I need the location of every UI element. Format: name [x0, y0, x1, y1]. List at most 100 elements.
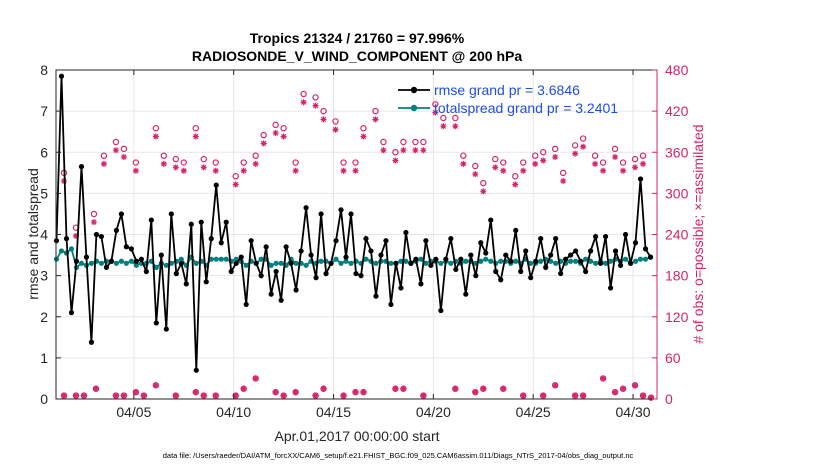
- obs-assimilated-marker: [320, 385, 327, 392]
- obs-assimilated-marker: [80, 392, 87, 399]
- rmse-point: [323, 270, 329, 277]
- rmse-point: [263, 244, 269, 250]
- obs-possible-marker: [599, 159, 607, 166]
- totalspread-point: [418, 256, 424, 262]
- obs-assimilated-marker: [560, 178, 567, 185]
- obs-possible-marker: [631, 155, 639, 163]
- rmse-point: [288, 260, 294, 266]
- totalspread-point: [338, 260, 344, 266]
- rmse-point: [463, 291, 469, 297]
- totalspread-point: [118, 258, 124, 264]
- obs-assimilated-marker: [140, 392, 147, 399]
- totalspread-point: [68, 246, 75, 252]
- totalspread-point: [593, 260, 599, 266]
- obs-assimilated-marker: [620, 385, 627, 392]
- obs-assimilated-marker: [160, 160, 167, 167]
- obs-possible-marker: [212, 159, 219, 166]
- rmse-point: [98, 233, 105, 240]
- totalspread-point: [223, 256, 229, 262]
- obs-possible-marker: [152, 125, 160, 132]
- y-left-tick-label: 0: [40, 391, 48, 407]
- obs-possible-marker: [400, 138, 407, 146]
- obs-assimilated-marker: [280, 133, 287, 140]
- rmse-point: [233, 260, 239, 266]
- y-right-tick-label: 420: [665, 103, 689, 119]
- rmse-point: [348, 211, 354, 217]
- obs-possible-marker: [571, 142, 579, 149]
- y-right-tick-label: 120: [665, 309, 689, 325]
- obs-assimilated-marker: [552, 154, 559, 161]
- totalspread-point: [483, 256, 489, 262]
- rmse-point: [353, 270, 359, 277]
- rmse-point: [168, 211, 174, 217]
- rmse-point: [188, 221, 194, 227]
- totalspread-point: [278, 260, 284, 266]
- obs-assimilated-marker: [112, 147, 119, 154]
- obs-assimilated-marker: [300, 99, 307, 106]
- obs-assimilated-marker: [592, 160, 599, 167]
- totalspread-point: [113, 260, 119, 266]
- obs-assimilated-marker: [312, 102, 319, 109]
- totalspread-point: [78, 260, 85, 266]
- rmse-point: [338, 207, 344, 213]
- rmse-point: [453, 266, 459, 273]
- x-tick-label: 04/10: [216, 404, 251, 420]
- obs-possible-marker: [240, 159, 247, 166]
- obs-possible-marker: [440, 114, 447, 122]
- rmse-point: [398, 285, 404, 291]
- rmse-point: [248, 238, 254, 244]
- rmse-point: [183, 281, 189, 287]
- obs-assimilated-marker: [480, 385, 487, 392]
- obs-assimilated-marker: [92, 385, 99, 392]
- obs-possible-marker: [272, 121, 279, 129]
- y-left-tick-label: 5: [40, 185, 48, 201]
- rmse-point: [358, 273, 364, 279]
- rmse-point: [308, 252, 314, 258]
- obs-possible-marker: [372, 107, 379, 115]
- footnote: data file: /Users/raeder/DAI/ATM_forcXX/…: [163, 451, 634, 460]
- obs-assimilated-marker: [272, 130, 279, 137]
- totalspread-point: [463, 258, 469, 264]
- rmse-point: [283, 244, 289, 250]
- x-tick-label: 04/25: [516, 404, 551, 420]
- obs-assimilated-marker: [240, 167, 247, 174]
- obs-assimilated-marker: [72, 392, 79, 399]
- rmse-point: [393, 260, 399, 266]
- rmse-point: [228, 268, 234, 275]
- rmse-point: [538, 236, 544, 242]
- legend: rmse grand pr = 3.6846 totalspread grand …: [398, 82, 618, 116]
- rmse-point: [218, 240, 224, 246]
- obs-possible-marker: [180, 159, 187, 166]
- rmse-point: [368, 248, 374, 254]
- rmse-point: [622, 231, 629, 238]
- obs-possible-marker: [512, 173, 519, 180]
- y-right-tick-label: 480: [665, 62, 689, 78]
- obs-assimilated-marker: [580, 143, 587, 150]
- y-right-tick-label: 180: [665, 268, 689, 284]
- obs-assimilated-marker: [232, 181, 239, 188]
- obs-possible-marker: [520, 159, 527, 166]
- totalspread-point: [58, 248, 65, 254]
- obs-possible-marker: [579, 135, 587, 142]
- rmse-point: [133, 258, 139, 264]
- y-left-tick-label: 6: [40, 144, 48, 160]
- obs-possible-marker: [320, 107, 327, 115]
- y-right-tick-label: 60: [665, 350, 681, 366]
- obs-assimilated-marker: [192, 389, 199, 396]
- obs-possible-marker: [551, 145, 559, 153]
- obs-possible-marker: [360, 125, 367, 132]
- totalspread-legend-marker: [410, 104, 418, 112]
- obs-assimilated-marker: [172, 164, 179, 171]
- rmse-point: [498, 277, 504, 283]
- obs-assimilated-marker: [380, 147, 387, 154]
- totalspread-point: [178, 256, 184, 262]
- totalspread-point: [218, 256, 224, 262]
- obs-possible-marker: [292, 159, 299, 166]
- rmse-point: [647, 254, 654, 260]
- obs-assimilated-marker: [512, 181, 519, 188]
- obs-possible-marker: [480, 179, 487, 187]
- rmse-point: [198, 219, 204, 225]
- obs-assimilated-marker: [412, 147, 419, 154]
- rmse-point: [518, 268, 524, 275]
